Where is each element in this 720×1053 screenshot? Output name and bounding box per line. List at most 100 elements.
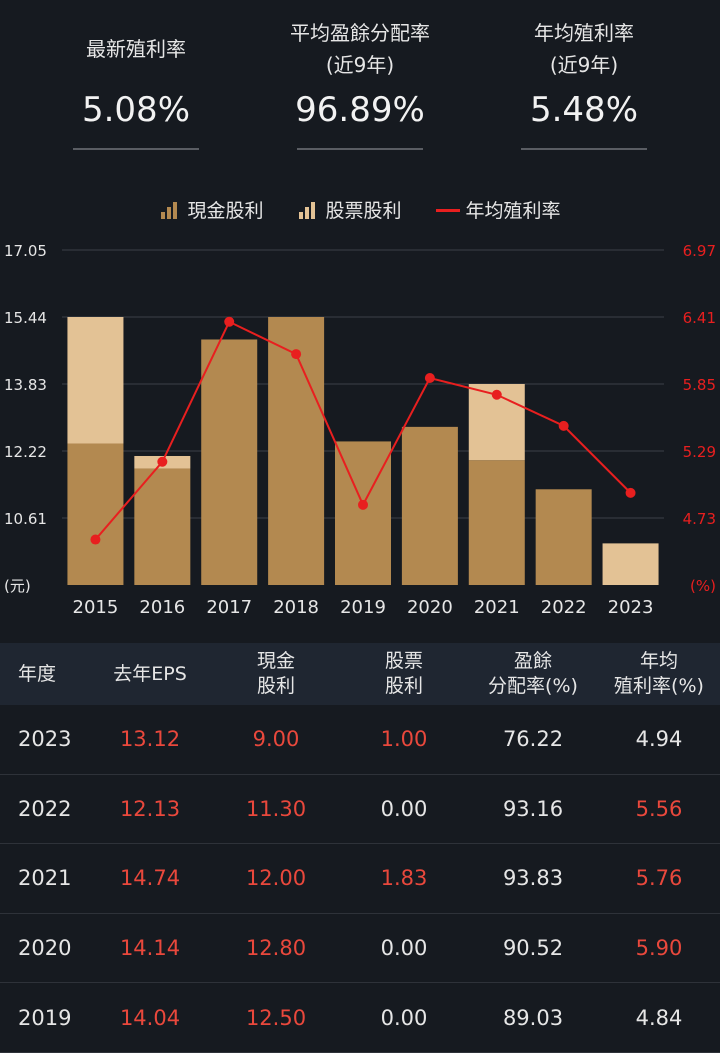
- x-tick-label: 2021: [474, 597, 520, 618]
- yield-point: [558, 420, 569, 431]
- card-label-line: 平均盈餘分配率: [290, 21, 430, 45]
- dividend-chart: 17.05 6.97 15.44 6.41 13.83 5.85 12.22 5.29 10.6…: [4, 242, 716, 618]
- table-row[interactable]: 2023 13.12 9.00 1.00 76.22 4.94: [0, 705, 720, 775]
- header-line: 現金: [256, 650, 295, 672]
- table-body: 2023 13.12 9.00 1.00 76.22 4.94 2022 12.13 11.30…: [0, 705, 720, 1053]
- header-line: 分配率(%): [488, 675, 578, 697]
- card-label-line: (近9年): [325, 53, 395, 77]
- x-tick-label: 2023: [608, 597, 654, 618]
- header-line: 年度: [18, 662, 57, 685]
- yield-point: [424, 373, 435, 384]
- bar-cash-dividend: [401, 426, 458, 585]
- summary-section: 最新殖利率 5.08% 平均盈餘分配率 (近9年) 96.89% 年均殖利率 (近9…: [0, 0, 720, 170]
- cell-cash: 9.00: [252, 727, 300, 752]
- bar-chart-icon: [299, 201, 316, 219]
- legend-label: 年均殖利率: [465, 200, 561, 222]
- table-row[interactable]: 2020 14.14 12.80 0.00 90.52 5.90: [0, 914, 720, 984]
- header-yield[interactable]: 年均殖利率(%): [598, 649, 720, 699]
- cell-yield: 5.56: [635, 796, 683, 821]
- bar-stock-dividend: [67, 317, 124, 444]
- chart-legend: 現金股利 股票股利 年均殖利率: [0, 196, 720, 223]
- table-row[interactable]: 2021 14.74 12.00 1.83 93.83 5.76: [0, 844, 720, 914]
- cell-year: 2021: [18, 866, 72, 891]
- x-tick-label: 2020: [407, 597, 453, 618]
- cell-yield: 5.90: [635, 936, 683, 961]
- y-right-tick-label: 5.29: [683, 443, 716, 461]
- bar-cash-dividend: [468, 460, 525, 585]
- table-row[interactable]: 2019 14.04 12.50 0.00 89.03 4.84: [0, 983, 720, 1053]
- card-label: 年均殖利率 (近9年): [494, 14, 674, 84]
- card-label-line: 年均殖利率: [534, 21, 634, 45]
- legend-yield[interactable]: 年均殖利率: [435, 196, 561, 223]
- bar-chart-icon: [161, 201, 178, 219]
- avg-yield-card: 年均殖利率 (近9年) 5.48%: [494, 14, 674, 150]
- legend-stock[interactable]: 股票股利: [297, 196, 402, 223]
- x-tick-label: 2016: [139, 597, 185, 618]
- y-right-tick-label: 6.97: [683, 242, 716, 260]
- cell-yield: 5.76: [635, 866, 683, 891]
- yield-point: [625, 487, 636, 498]
- cell-year: 2023: [18, 727, 72, 752]
- cell-yield: 4.84: [635, 1005, 683, 1030]
- y-right-tick-label: 6.41: [683, 309, 716, 327]
- cell-cash: 11.30: [245, 796, 307, 821]
- cell-eps: 14.14: [119, 936, 181, 961]
- bar-cash-dividend: [268, 317, 325, 585]
- card-divider: [297, 148, 423, 150]
- card-value: 96.89%: [295, 90, 425, 130]
- card-value: 5.48%: [529, 90, 638, 130]
- header-payout-ratio[interactable]: 盈餘 分配率(%): [468, 649, 598, 699]
- y-left-tick-label: 13.83: [4, 376, 47, 394]
- bar-cash-dividend: [134, 468, 191, 585]
- cell-eps: 12.13: [119, 796, 181, 821]
- x-tick-label: 2015: [73, 597, 119, 618]
- y-left-tick-label: 10.61: [4, 510, 47, 528]
- cell-payout: 90.52: [502, 936, 564, 961]
- cell-eps: 14.74: [119, 866, 181, 891]
- y-left-tick-label: 15.44: [4, 309, 47, 327]
- yield-point: [157, 456, 168, 467]
- y-right-tick-label: (%): [690, 577, 716, 595]
- cell-stock: 0.00: [380, 1005, 428, 1030]
- yield-point: [224, 316, 235, 327]
- latest-yield-card: 最新殖利率 5.08%: [46, 14, 226, 150]
- header-year[interactable]: 年度: [0, 662, 88, 687]
- x-tick-label: 2018: [273, 597, 319, 618]
- header-cash-dividend[interactable]: 現金 股利: [212, 649, 340, 699]
- avg-payout-card: 平均盈餘分配率 (近9年) 96.89%: [270, 14, 450, 150]
- header-line: 去年EPS: [113, 662, 187, 685]
- table-row[interactable]: 2022 12.13 11.30 0.00 93.16 5.56: [0, 775, 720, 845]
- header-stock-dividend[interactable]: 股票 股利: [340, 649, 468, 699]
- cell-stock: 1.83: [380, 866, 428, 891]
- y-right-tick-label: 5.85: [683, 376, 716, 394]
- card-divider: [73, 148, 199, 150]
- header-line: 股利: [256, 675, 295, 697]
- card-label-line: (近9年): [549, 53, 619, 77]
- table-header: 年度 去年EPS 現金股利 股票 股利 盈餘 分配率(%) 年均殖利率(%): [0, 643, 720, 705]
- legend-label: 現金股利: [187, 200, 264, 222]
- legend-label: 股票股利: [325, 200, 402, 222]
- cell-payout: 93.83: [502, 866, 564, 891]
- yield-point: [491, 389, 502, 400]
- cell-eps: 14.04: [119, 1005, 181, 1030]
- yield-point: [291, 349, 302, 360]
- bar-cash-dividend: [201, 339, 258, 585]
- cell-year: 2022: [18, 796, 72, 821]
- cell-payout: 89.03: [502, 1005, 564, 1030]
- header-eps[interactable]: 去年EPS: [88, 662, 212, 687]
- bar-cash-dividend: [67, 443, 124, 585]
- y-left-tick-label: 12.22: [4, 443, 47, 461]
- header-line: 殖利率(%): [614, 675, 704, 697]
- line-icon: [435, 208, 460, 212]
- dividend-table: 年度 去年EPS 現金股利 股票 股利 盈餘 分配率(%) 年均殖利率(%) 202…: [0, 643, 720, 1053]
- cell-stock: 0.00: [380, 796, 428, 821]
- x-tick-label: 2022: [541, 597, 587, 618]
- cell-eps: 13.12: [119, 727, 181, 752]
- cell-year: 2020: [18, 936, 72, 961]
- y-right-tick-label: 4.73: [683, 510, 716, 528]
- header-line: 年均: [639, 650, 678, 672]
- legend-cash[interactable]: 現金股利: [159, 196, 263, 223]
- bar-cash-dividend: [335, 441, 391, 585]
- cell-payout: 76.22: [502, 727, 564, 752]
- card-label: 平均盈餘分配率 (近9年): [270, 14, 450, 84]
